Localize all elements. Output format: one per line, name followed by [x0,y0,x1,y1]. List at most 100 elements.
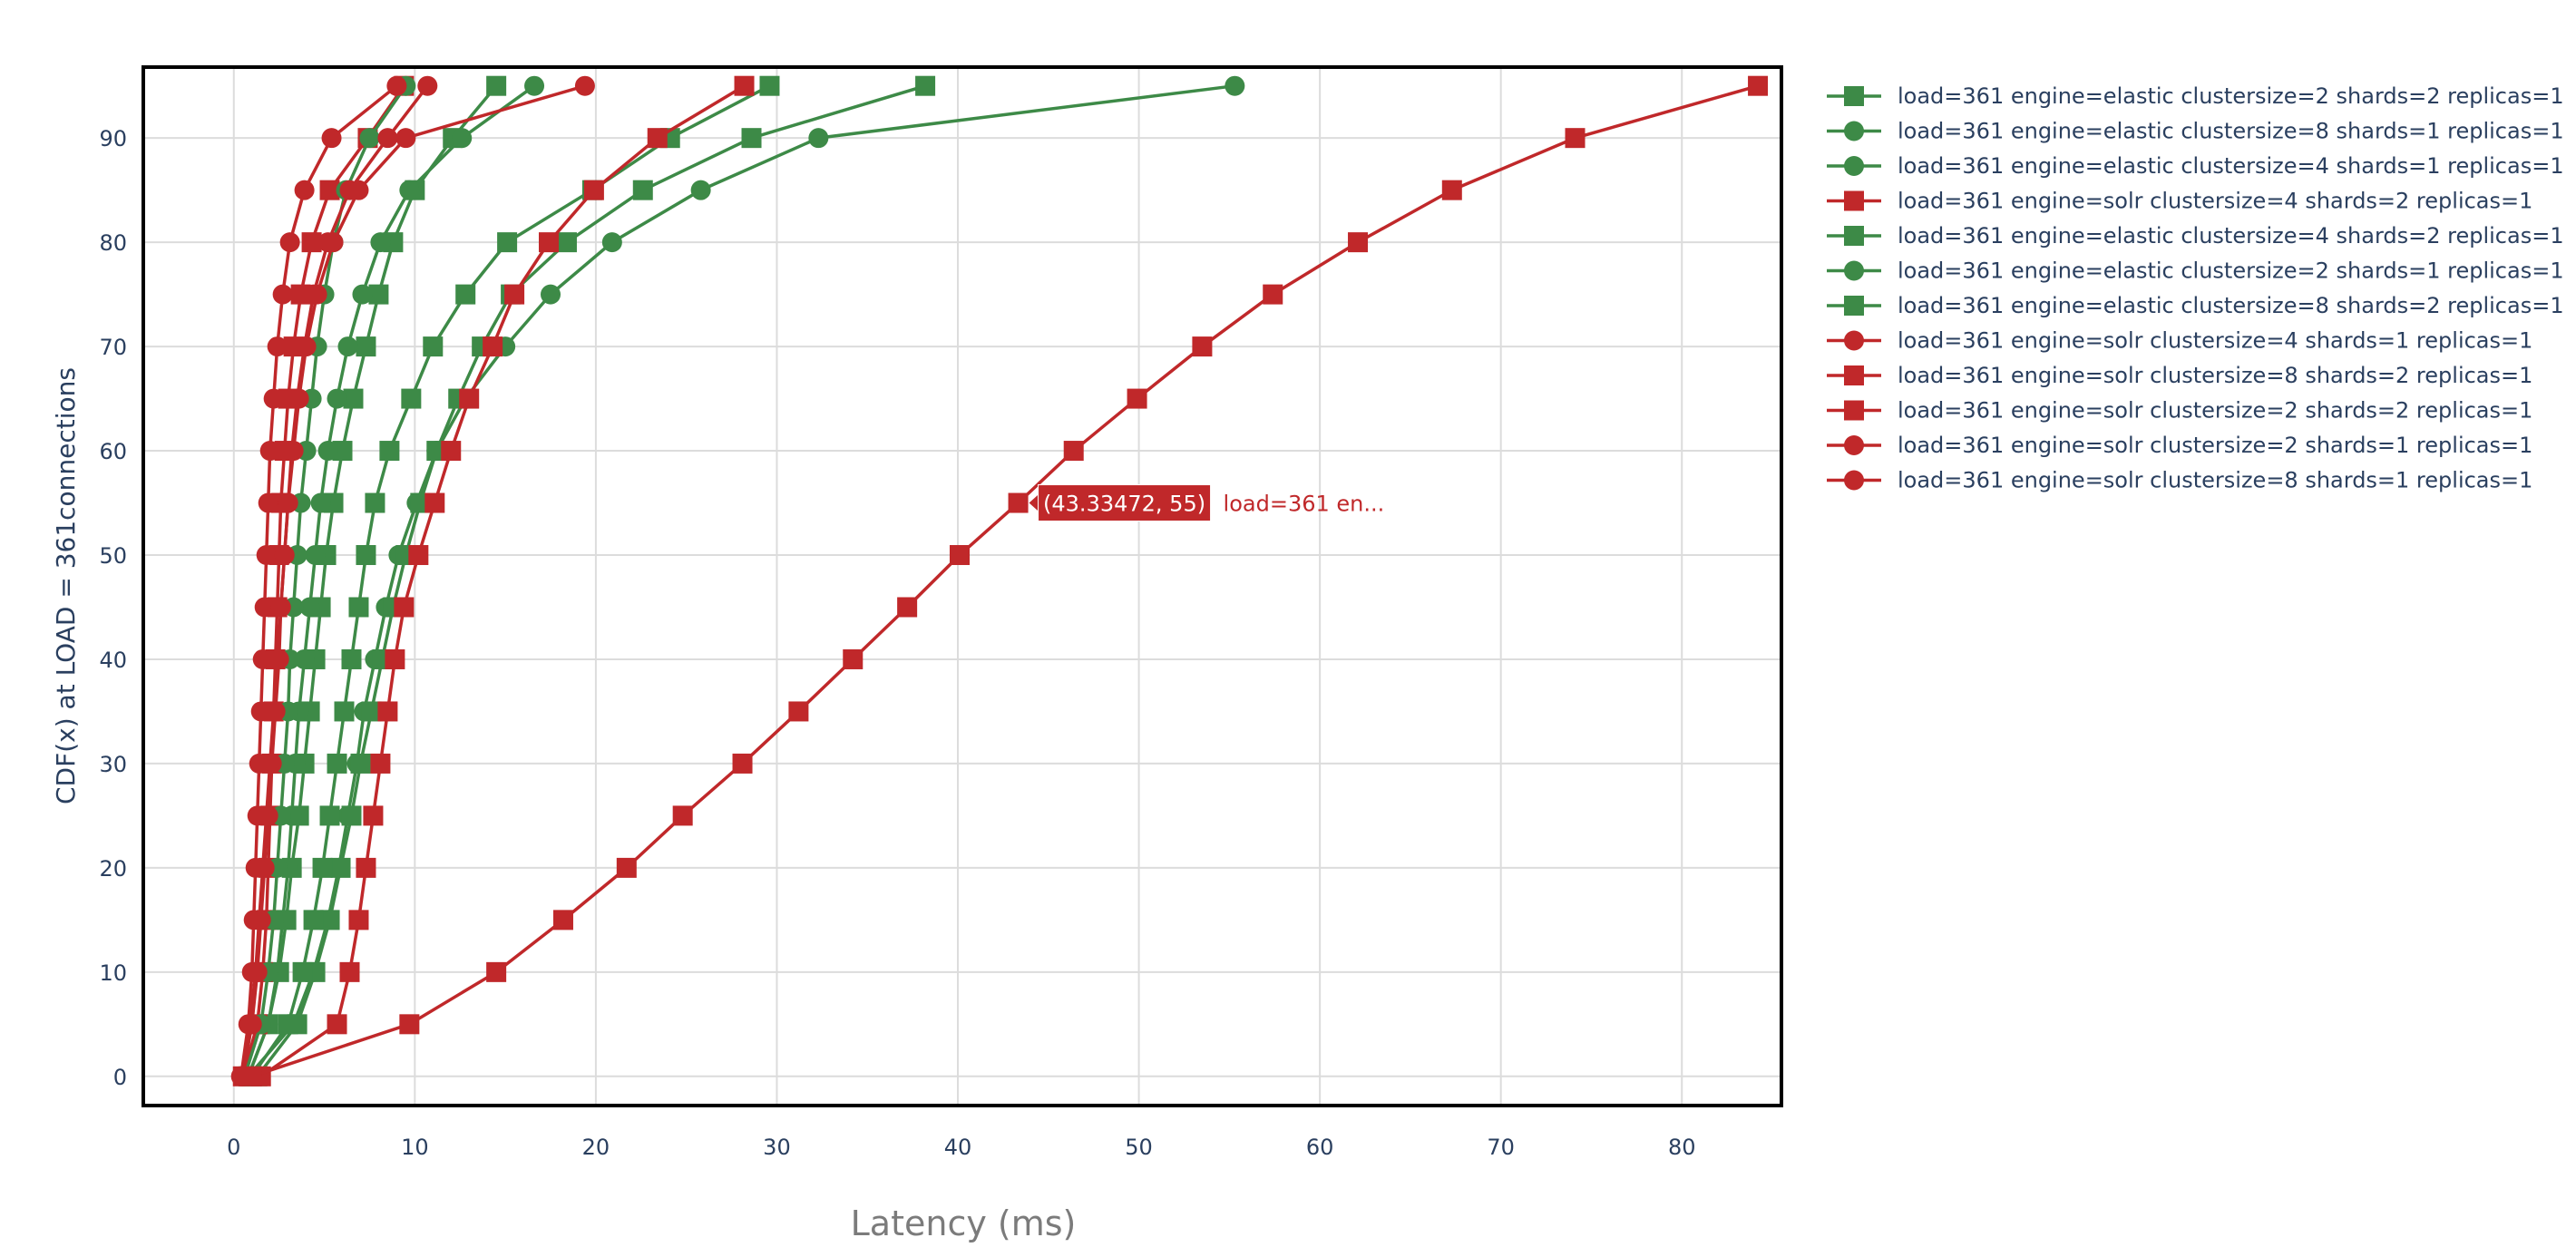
y-tick-label: 80 [99,230,127,256]
series-layer [230,75,1769,1086]
data-point [395,128,416,149]
legend-marker [1844,260,1864,281]
legend-marker [1844,156,1864,176]
data-point [343,388,364,409]
data-point [897,597,918,618]
legend-label: load=361 engine=solr clustersize=2 shard… [1898,398,2532,424]
data-point [263,701,284,722]
legend-item: load=361 engine=solr clustersize=8 shard… [1827,363,2532,388]
data-point [1441,180,1462,200]
data-point [267,648,288,669]
data-point [401,388,422,409]
y-tick-label: 70 [99,335,127,360]
data-point [808,128,829,149]
legend-marker [1844,190,1864,211]
data-point [327,753,347,774]
data-point [312,857,333,878]
legend-marker [1844,435,1864,455]
data-point [647,128,668,149]
data-point [249,910,269,931]
data-point [379,441,400,462]
legend-item: load=361 engine=elastic clustersize=8 sh… [1827,293,2564,318]
y-tick-label: 20 [99,856,127,882]
legend-marker [1844,121,1864,141]
data-point [254,597,275,618]
data-point [303,910,324,931]
data-point [734,75,755,96]
data-point [279,232,300,253]
data-point [352,284,373,305]
x-tick-label: 10 [401,1135,429,1160]
data-point [350,753,371,774]
legend-marker [1844,400,1864,421]
data-point [365,492,385,513]
data-point [294,180,315,200]
hover-label-name: load=361 en... [1224,492,1385,517]
legend-item: load=361 engine=solr clustersize=8 shard… [1827,468,2532,493]
data-point [327,1014,347,1035]
data-point [843,648,864,669]
legend: load=361 engine=elastic clustersize=2 sh… [1827,83,2564,493]
data-point [1225,75,1245,96]
data-point [348,910,369,931]
data-point [278,1014,298,1035]
ticks-layer: 0 10 20 30 40 50 60 70 80 0 10 20 30 40 50 60 70 80 90 [99,126,1695,1160]
data-point [1127,388,1147,409]
data-point [1263,284,1283,305]
data-point [256,805,277,826]
data-point [252,648,273,669]
legend-label: load=361 engine=elastic clustersize=2 sh… [1898,83,2564,109]
data-point [386,75,407,96]
data-point [267,336,288,357]
data-point [294,648,315,669]
x-tick-label: 40 [944,1135,972,1160]
y-tick-label: 90 [99,126,127,151]
y-tick-label: 10 [99,960,127,986]
x-tick-label: 80 [1668,1135,1696,1160]
legend-marker [1844,365,1864,385]
data-point [524,75,545,96]
data-point [741,128,762,149]
data-point [321,128,342,149]
data-point [394,597,415,618]
y-tick-label: 40 [99,648,127,673]
data-point [301,232,322,253]
x-tick-label: 30 [763,1135,791,1160]
data-point [497,232,518,253]
x-tick-label: 70 [1487,1135,1515,1160]
data-point [423,336,444,357]
data-point [424,492,445,513]
data-point [339,961,360,982]
data-point [323,232,344,253]
data-point [399,180,420,200]
series-line [251,84,1759,1078]
hover-label-value: (43.33472, 55) [1043,492,1205,517]
legend-item: load=361 engine=elastic clustersize=4 sh… [1827,223,2564,248]
x-axis-label: Latency (ms) [851,1203,1077,1243]
legend-label: load=361 engine=solr clustersize=2 shard… [1898,433,2532,458]
data-point [583,180,604,200]
data-point [486,75,507,96]
data-point [299,597,320,618]
data-point [632,180,653,200]
legend-label: load=361 engine=solr clustersize=4 shard… [1898,328,2532,354]
data-point [1565,128,1586,149]
legend-label: load=361 engine=elastic clustersize=8 sh… [1898,293,2564,318]
data-point [370,753,391,774]
series-2 [238,75,545,1086]
data-point [370,232,391,253]
legend-marker [1844,226,1864,246]
data-point [672,805,693,826]
series-12 [230,75,595,1086]
data-point [230,1066,251,1086]
data-point [504,284,525,305]
data-point [305,545,326,566]
data-point [459,388,480,409]
series-11 [232,75,438,1086]
data-point [452,128,473,149]
data-point [363,805,384,826]
y-tick-label: 30 [99,752,127,777]
legend-item: load=361 engine=elastic clustersize=4 sh… [1827,153,2564,179]
data-point [256,545,277,566]
